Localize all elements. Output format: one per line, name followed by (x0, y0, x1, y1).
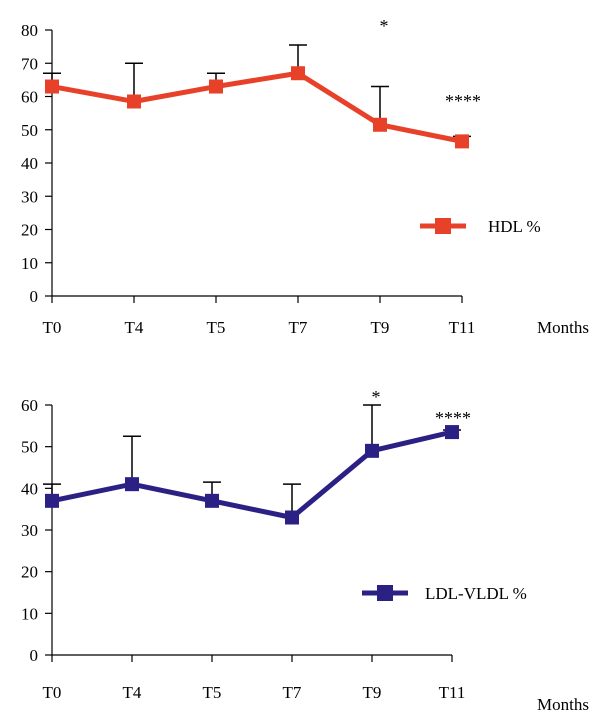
data-point (45, 493, 59, 508)
x-tick-label: T9 (371, 318, 390, 337)
data-point (455, 134, 469, 149)
legend-label: HDL % (488, 217, 541, 236)
x-tick-label: T7 (289, 318, 308, 337)
x-tick-label: T11 (449, 318, 476, 337)
y-tick-label: 0 (30, 646, 39, 665)
significance-marker: **** (435, 408, 471, 428)
legend-marker (435, 218, 451, 234)
y-tick-label: 10 (21, 604, 38, 623)
x-tick-label: T9 (363, 683, 382, 702)
x-tick-label: T7 (283, 683, 302, 702)
x-axis-label: Months (537, 695, 589, 713)
y-tick-label: 50 (21, 121, 38, 140)
y-tick-label: 80 (21, 21, 38, 40)
y-tick-label: 20 (21, 563, 38, 582)
series-line (51, 429, 453, 520)
y-tick-label: 60 (21, 88, 38, 107)
y-tick-label: 60 (21, 396, 38, 415)
data-point (285, 510, 299, 525)
data-point (373, 117, 387, 132)
data-point (205, 493, 219, 508)
data-point (365, 443, 379, 458)
x-tick-label: T4 (125, 318, 144, 337)
x-tick-label: T4 (123, 683, 142, 702)
y-tick-label: 30 (21, 521, 38, 540)
x-axis-label: Months (537, 318, 589, 337)
data-point (125, 477, 139, 492)
data-point (127, 94, 141, 109)
chart-2: 0 10 20 30 40 50 60 T0 T4 T5 T7 T9 T11 Months LDL-VLDL… (21, 387, 589, 713)
x-tick-label: T0 (43, 683, 62, 702)
y-tick-label: 10 (21, 254, 38, 273)
series-line (51, 70, 463, 144)
y-tick-label: 50 (21, 438, 38, 457)
x-tick-label: T0 (43, 318, 62, 337)
data-point (209, 79, 223, 94)
y-tick-label: 40 (21, 154, 38, 173)
y-tick-label: 40 (21, 479, 38, 498)
x-tick-label: T5 (203, 683, 222, 702)
y-tick-label: 0 (30, 287, 39, 306)
y-tick-label: 20 (21, 221, 38, 240)
significance-marker: **** (445, 91, 481, 111)
legend-label: LDL-VLDL % (425, 584, 527, 603)
legend-marker (377, 585, 393, 601)
data-point (45, 79, 59, 94)
data-point (445, 425, 459, 440)
x-tick-label: T11 (439, 683, 466, 702)
significance-marker: * (380, 16, 389, 36)
x-tick-label: T5 (207, 318, 226, 337)
chart-1: 0 10 20 30 40 50 60 70 80 T0 T4 T5 T7 T9 T11 Months HDL … (21, 16, 589, 337)
y-tick-label: 70 (21, 54, 38, 73)
y-tick-label: 30 (21, 187, 38, 206)
data-point (291, 66, 305, 81)
significance-marker: * (372, 387, 381, 407)
